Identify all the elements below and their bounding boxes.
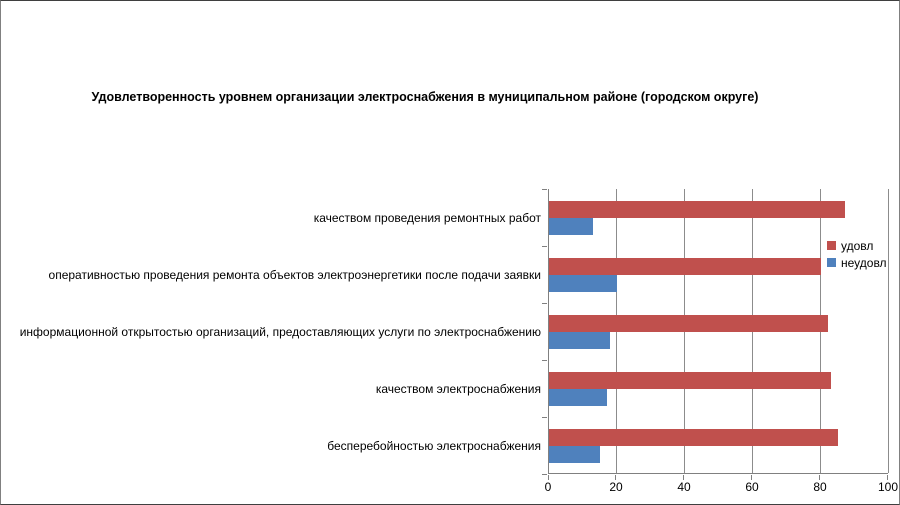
legend-item-неудовл: неудовл: [827, 254, 887, 271]
bar-неудовл-0: [549, 218, 594, 235]
category-axis-tick: [542, 474, 547, 475]
legend-swatch-неудовл: [827, 258, 836, 267]
category-axis-tick: [542, 303, 547, 304]
plot-area: [548, 189, 889, 474]
gridline-100: [888, 189, 889, 473]
x-tick-label-0: 0: [544, 480, 552, 494]
chart-title: Удовлетворенность уровнем организации эл…: [91, 90, 759, 104]
category-label: качеством проведения ремонтных работ: [313, 211, 541, 225]
category-axis-tick: [542, 360, 547, 361]
bar-удовл-2: [549, 315, 828, 332]
value-axis-tick: [615, 475, 616, 480]
category-label: информационной открытостью организаций, …: [19, 325, 541, 339]
legend-label: неудовл: [841, 255, 887, 270]
value-axis-tick: [751, 475, 752, 480]
x-tick-label-80: 80: [813, 480, 827, 494]
x-tick-label-40: 40: [677, 480, 691, 494]
bar-удовл-0: [549, 201, 845, 218]
bar-неудовл-2: [549, 332, 611, 349]
x-tick-label-60: 60: [745, 480, 759, 494]
bar-неудовл-1: [549, 275, 617, 292]
x-tick-label-20: 20: [609, 480, 623, 494]
category-axis-tick: [542, 417, 547, 418]
legend-item-удовл: удовл: [827, 237, 887, 254]
category-label: бесперебойностью электроснабжения: [327, 439, 541, 453]
value-axis-tick: [548, 475, 549, 480]
legend-label: удовл: [841, 238, 874, 253]
x-tick-label-100: 100: [877, 480, 899, 494]
category-axis-tick: [542, 189, 547, 190]
value-axis-tick: [819, 475, 820, 480]
value-axis-tick: [683, 475, 684, 480]
bar-неудовл-3: [549, 389, 607, 406]
bar-удовл-4: [549, 429, 838, 446]
value-axis-tick: [887, 475, 888, 480]
legend-swatch-удовл: [827, 241, 836, 250]
bar-удовл-3: [549, 372, 832, 389]
bar-удовл-1: [549, 258, 821, 275]
bar-неудовл-4: [549, 446, 600, 463]
legend: удовл неудовл: [827, 237, 887, 271]
category-label: оперативностью проведения ремонта объект…: [48, 268, 541, 282]
category-axis-tick: [542, 246, 547, 247]
category-label: качеством электроснабжения: [375, 382, 541, 396]
